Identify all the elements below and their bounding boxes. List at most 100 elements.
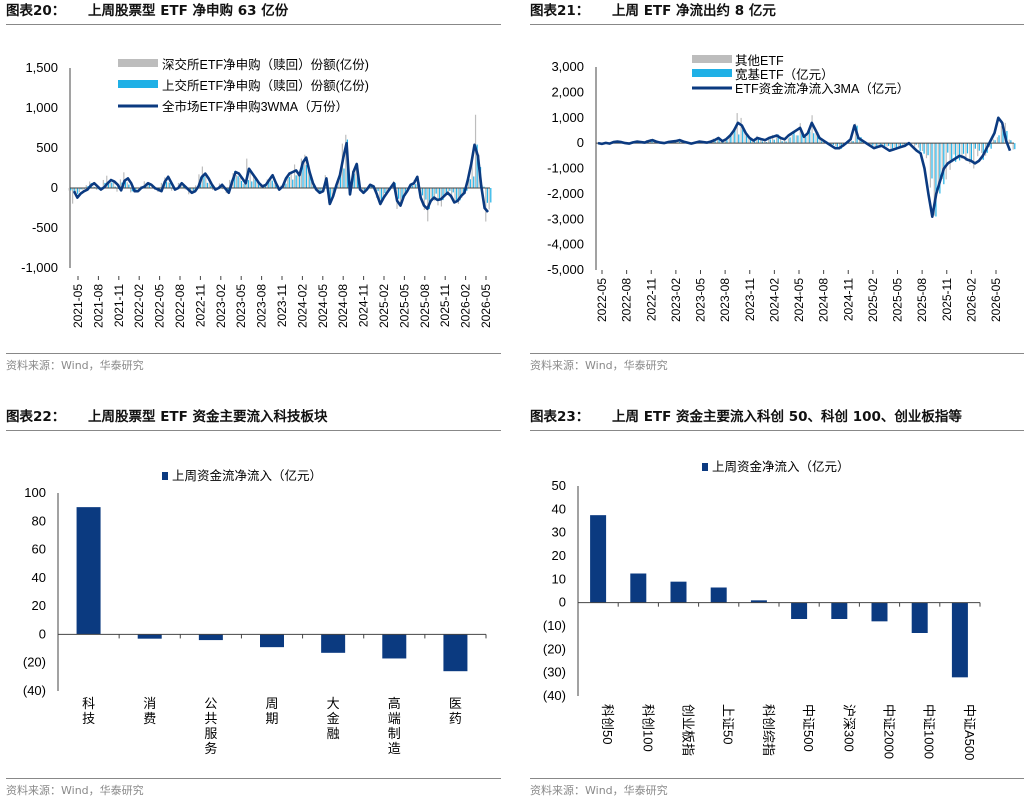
legend-swatch	[692, 69, 732, 77]
y-tick-label: 500	[36, 140, 58, 155]
y-tick-label: 0	[577, 135, 584, 150]
bar	[443, 634, 468, 672]
x-tick-label: 2025-02	[866, 278, 880, 322]
bar	[137, 634, 162, 639]
category-label: 高端制造	[388, 696, 401, 756]
category-label: 科创50	[600, 704, 615, 744]
x-tick-label: 2023-08	[718, 278, 732, 322]
x-tick-label: 2023-08	[255, 284, 269, 328]
chart-label-21: 图表21：	[530, 3, 590, 19]
category-label: 消费	[143, 696, 156, 726]
x-tick-label: 2023-05	[234, 284, 248, 328]
y-tick-label: 20	[32, 598, 46, 613]
bar	[590, 515, 607, 603]
category-label: 科创综指	[761, 704, 776, 756]
legend-swatch	[692, 55, 732, 63]
chart-heading-22: 上周股票型 ETF 资金主要流入科技板块	[88, 409, 328, 425]
category-label: 中证A500	[962, 704, 977, 760]
chart-panel-21: 图表21： 上周 ETF 净流出约 8 亿元 3,000 2,000 1,000 0 -…	[530, 0, 1024, 380]
chart-panel-22: 图表22： 上周股票型 ETF 资金主要流入科技板块 100 80 60 40 20 0 (…	[6, 406, 501, 803]
sector-flow-chart: 100 80 60 40 20 0 (20) (40) 科技 消费 公共服务 周期 大金融 高端制造 医药 上…	[23, 468, 487, 756]
series-line-3wma	[72, 141, 489, 213]
chart-label-22: 图表22：	[6, 409, 66, 425]
chart-title-23: 图表23： 上周 ETF 资金主要流入科创 50、科创 100、创业板指等	[530, 406, 1024, 428]
bar	[321, 634, 346, 653]
bar	[382, 634, 407, 659]
x-tick-label: 2024-05	[792, 278, 806, 322]
x-tick-label: 2026-02	[964, 278, 978, 322]
etf-net-flow-chart: 3,000 2,000 1,000 0 -1,000 -2,000 -3,000 -4,000…	[547, 54, 1016, 322]
y-tick-label: -2,000	[547, 186, 584, 201]
x-tick-label: 2024-05	[316, 284, 330, 328]
x-tick-label: 2023-11	[275, 284, 289, 327]
category-label: 上证50	[721, 704, 736, 744]
y-tick-label: 3,000	[551, 59, 584, 74]
y-tick-label: 40	[552, 501, 566, 516]
x-tick-label: 2023-05	[694, 278, 708, 322]
y-tick-label: (40)	[543, 688, 566, 703]
index-flow-chart: 50 40 30 20 10 0 (10) (20) (30) (40) 科创50 科创100 创业板指…	[543, 459, 981, 760]
legend-label: 其他ETF	[735, 54, 784, 68]
bar	[951, 602, 968, 678]
source-note: 资料来源：Wind，华泰研究	[6, 784, 144, 797]
x-tick-label: 2025-11	[940, 278, 954, 321]
category-label: 公共服务	[204, 696, 217, 756]
category-label: 中证2000	[882, 704, 897, 759]
chart-heading-20: 上周股票型 ETF 净申购 63 亿份	[88, 3, 289, 19]
title-rule	[6, 24, 501, 25]
y-tick-label: -4,000	[547, 237, 584, 252]
x-tick-label: 2022-11	[644, 278, 658, 321]
x-tick-label: 2021-08	[91, 284, 105, 328]
bar	[831, 602, 848, 619]
y-tick-label: (20)	[543, 641, 566, 656]
category-label: 科技	[82, 696, 95, 726]
title-rule	[530, 430, 1024, 431]
y-tick-label: 60	[32, 542, 46, 557]
legend-label: 上交所ETF净申购（赎回）份额(亿份)	[162, 78, 369, 93]
chart-title-22: 图表22： 上周股票型 ETF 资金主要流入科技板块	[6, 406, 501, 428]
y-tick-label: 100	[24, 485, 46, 500]
source-note: 资料来源：Wind，华泰研究	[530, 784, 668, 797]
legend-label: ETF资金流净流入3MA（亿元）	[735, 81, 909, 96]
bar	[750, 600, 767, 603]
x-tick-label: 2022-08	[620, 278, 634, 322]
x-tick-label: 2025-08	[915, 278, 929, 322]
legend-swatch	[118, 80, 158, 88]
x-tick-label: 2023-02	[214, 284, 228, 328]
legend-swatch	[702, 463, 708, 471]
legend-label: 深交所ETF净申购（赎回）份额(亿份)	[162, 57, 369, 72]
y-tick-label: 1,000	[25, 100, 58, 115]
category-label: 医药	[449, 696, 462, 726]
source-note: 资料来源：Wind，华泰研究	[6, 359, 144, 372]
y-tick-label: -1,000	[547, 161, 584, 176]
y-tick-label: 40	[32, 570, 46, 585]
category-label: 大金融	[327, 696, 340, 741]
x-tick-label: 2021-11	[112, 284, 126, 327]
y-tick-label: 10	[552, 571, 566, 586]
chart-panel-20: 图表20： 上周股票型 ETF 净申购 63 亿份 1,500 1,000 500 0…	[6, 0, 501, 380]
legend-label: 宽基ETF（亿元）	[735, 67, 834, 82]
x-tick-label: 2024-11	[357, 284, 371, 327]
x-tick-label: 2022-08	[173, 284, 187, 328]
source-note: 资料来源：Wind，华泰研究	[530, 359, 668, 372]
category-label: 周期	[265, 696, 278, 726]
y-tick-label: 80	[32, 513, 46, 528]
source-rule	[6, 353, 501, 354]
y-tick-label: (20)	[23, 655, 46, 670]
bar	[76, 507, 101, 635]
x-tick-label: 2024-08	[817, 278, 831, 322]
category-label: 科创100	[640, 704, 655, 752]
etf-net-creation-chart: 1,500 1,000 500 0 -500 -1,000 2021-05 2021-08 20…	[21, 57, 493, 328]
x-tick-label: 2025-02	[377, 284, 391, 328]
x-tick-label: 2024-02	[767, 278, 781, 322]
title-rule	[6, 430, 501, 431]
bar	[710, 587, 727, 603]
x-tick-label: 2026-02	[459, 284, 473, 328]
category-label: 创业板指	[681, 704, 696, 756]
x-tick-label: 2026-05	[989, 278, 1003, 322]
x-tick-label: 2022-11	[193, 284, 207, 327]
chart-title-20: 图表20： 上周股票型 ETF 净申购 63 亿份	[6, 0, 501, 22]
legend-swatch	[118, 59, 158, 67]
bar	[630, 573, 647, 603]
bar	[670, 581, 687, 603]
